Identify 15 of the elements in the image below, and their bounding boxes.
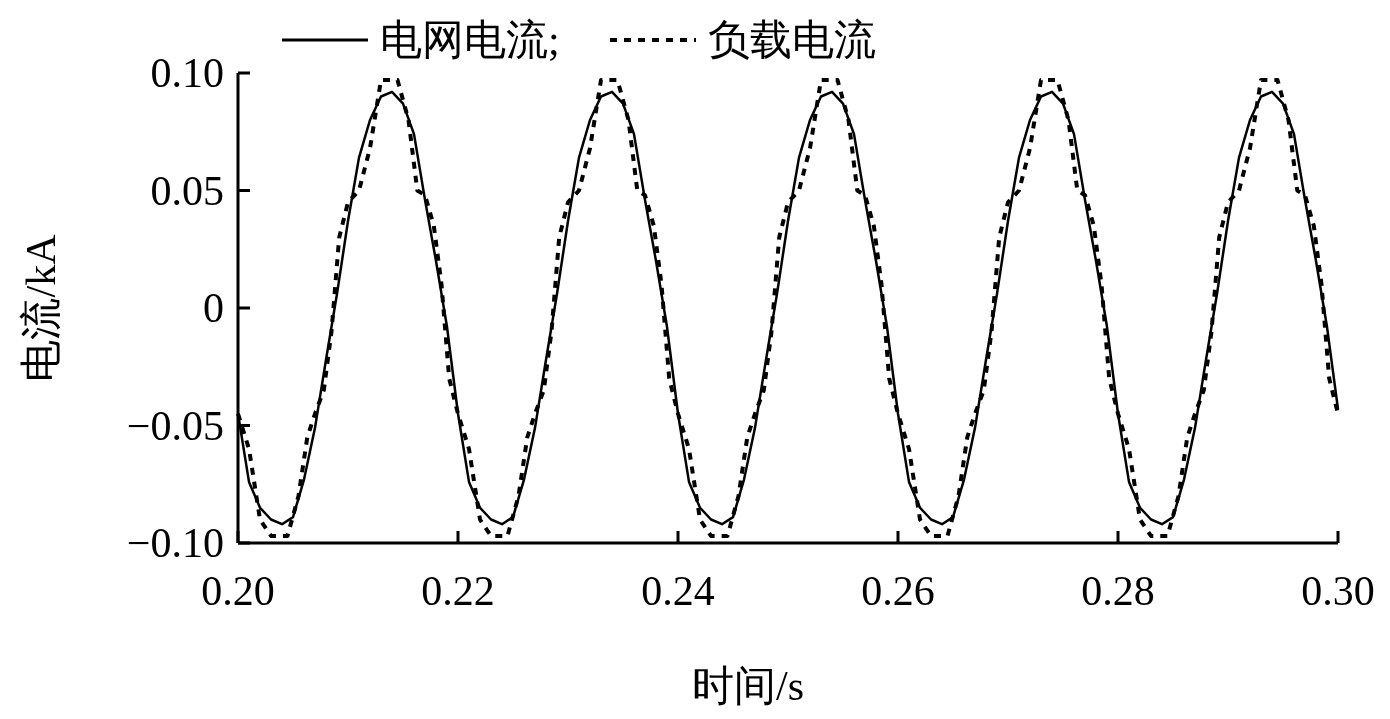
x-tick-label: 0.20 <box>201 568 275 614</box>
y-tick-label: −0.05 <box>126 402 224 449</box>
y-tick-label: −0.10 <box>126 520 224 566</box>
y-tick-label: 0.05 <box>150 167 224 214</box>
legend-label: 电网电流; <box>380 17 560 63</box>
x-tick-label: 0.30 <box>1301 568 1375 614</box>
y-tick-label: 0.10 <box>150 50 224 96</box>
x-tick-label: 0.22 <box>421 568 495 614</box>
x-tick-label: 0.28 <box>1081 568 1155 614</box>
x-tick-label: 0.24 <box>641 568 715 614</box>
y-tick-label: 0 <box>203 285 224 331</box>
y-axis-title: 电流/kA <box>18 233 64 382</box>
x-tick-label: 0.26 <box>861 568 935 614</box>
x-axis-title: 时间/s <box>691 663 805 709</box>
legend-label: 负载电流 <box>708 17 876 63</box>
